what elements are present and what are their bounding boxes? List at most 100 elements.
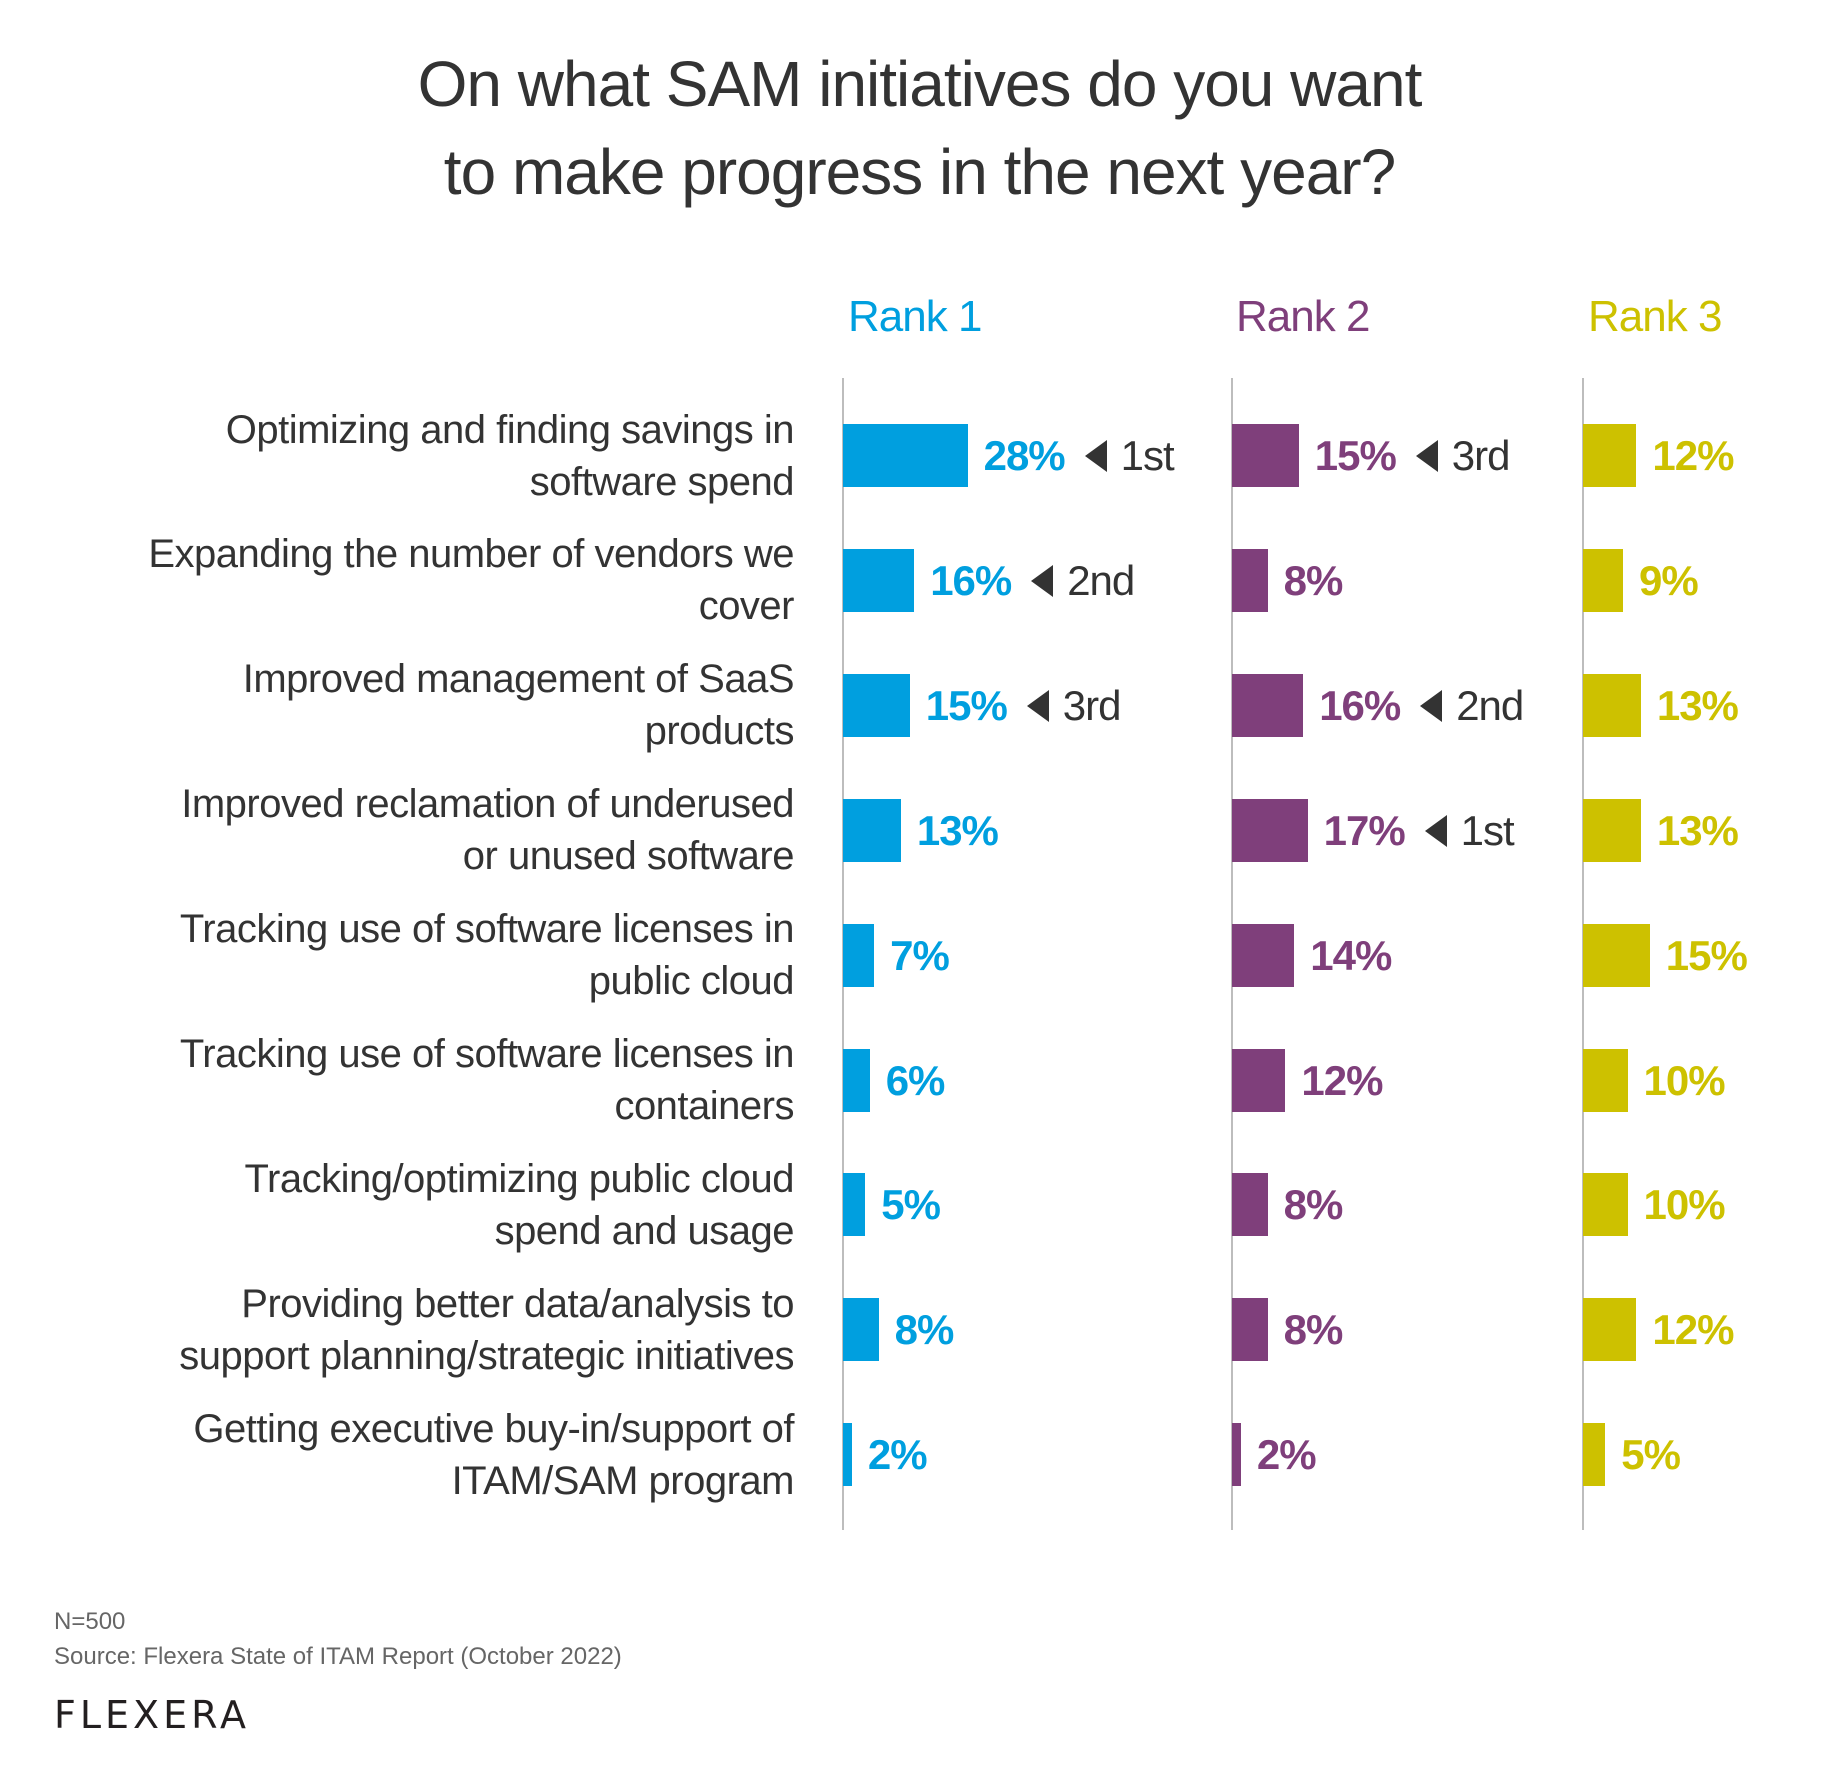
category-label: Tracking use of software licenses in publ… [14, 903, 795, 1007]
data-label-rank-2: 8% [1283, 1181, 1344, 1229]
triangle-left-icon [1424, 814, 1447, 847]
bar-rank-1 [843, 548, 915, 612]
category-label-line: public cloud [588, 959, 795, 1004]
triangle-left-icon [1026, 689, 1049, 722]
data-label-rank-3: 5% [1621, 1431, 1681, 1479]
data-label-rank-2: 12% [1301, 1056, 1383, 1104]
data-label-rank-3: 15% [1665, 931, 1748, 979]
bar-rank-1 [843, 1173, 866, 1237]
series-header-rank-3: Rank 3 [1588, 292, 1722, 341]
data-label-rank-3: 12% [1652, 1306, 1734, 1354]
bar-rank-3 [1583, 1423, 1606, 1487]
rank-annotation-text: 3rd [1062, 681, 1122, 729]
data-label-rank-3: 9% [1639, 556, 1699, 604]
category-label: Providing better data/analysis to support… [14, 1278, 794, 1382]
rank-annotation: 2nd [1031, 549, 1135, 612]
rank-annotation: 2nd [1420, 674, 1524, 737]
category-label-line: Improved management of SaaS [242, 657, 795, 702]
bar-rank-3 [1583, 424, 1637, 487]
rank-annotation: 3rd [1026, 674, 1122, 737]
bar-rank-1 [843, 673, 910, 737]
data-label-rank-1: 2% [867, 1431, 928, 1479]
data-label-rank-2: 16% [1319, 681, 1401, 729]
category-label-line: spend and usage [494, 1208, 795, 1253]
category-label-line: containers [614, 1084, 794, 1128]
rank-annotation: 3rd [1415, 424, 1511, 487]
data-label-rank-2: 2% [1256, 1431, 1317, 1479]
rank-annotation-text: 3rd [1451, 432, 1511, 479]
bar-rank-3 [1583, 1048, 1628, 1112]
rank-annotation-text: 2nd [1456, 681, 1524, 729]
data-label-rank-1: 28% [983, 432, 1066, 479]
category-label: Improved management of SaaS products [14, 653, 795, 757]
category-label-line: Optimizing and finding savings in [225, 407, 795, 452]
rank-annotation-text: 1st [1120, 432, 1175, 479]
category-label-line: or unused software [462, 834, 795, 879]
series-header-rank-1: Rank 1 [848, 292, 982, 341]
data-label-rank-3: 12% [1652, 432, 1734, 479]
bar-rank-3 [1583, 673, 1641, 737]
bar-rank-1 [843, 798, 901, 862]
source-note: Source: Flexera State of ITAM Report (Oc… [54, 1643, 622, 1670]
category-label-line: Expanding the number of vendors we [148, 532, 794, 577]
data-label-rank-1: 16% [930, 556, 1012, 604]
bar-rank-2 [1232, 548, 1268, 612]
category-label-line: products [644, 709, 795, 754]
series-header-rank-2: Rank 2 [1236, 292, 1370, 341]
bar-rank-2 [1232, 673, 1304, 737]
data-label-rank-1: 5% [881, 1181, 941, 1229]
category-label: Optimizing and finding savings in softwar… [14, 404, 795, 508]
data-label-rank-2: 17% [1323, 806, 1406, 854]
category-label: Tracking use of software licenses in cont… [14, 1028, 795, 1132]
category-label: Expanding the number of vendors we cover [14, 528, 794, 632]
chart-title-line-2: to make progress in the next year? [443, 136, 1396, 208]
data-label-rank-3: 13% [1656, 681, 1739, 729]
triangle-left-icon [1420, 689, 1443, 722]
data-label-rank-1: 8% [894, 1306, 955, 1354]
bar-rank-1 [843, 1423, 852, 1487]
rank-annotation: 1st [1424, 799, 1515, 862]
category-label-line: cover [698, 584, 795, 629]
bar-rank-1 [843, 1048, 870, 1112]
category-label-line: Getting executive buy-in/support of [193, 1406, 794, 1451]
bar-rank-2 [1232, 1298, 1268, 1362]
data-label-rank-3: 10% [1643, 1056, 1726, 1104]
bar-rank-3 [1583, 1298, 1637, 1362]
triangle-left-icon [1084, 439, 1107, 472]
category-label-line: Providing better data/analysis to [241, 1281, 794, 1326]
category-label-line: ITAM/SAM program [451, 1458, 795, 1503]
data-label-rank-3: 10% [1643, 1181, 1726, 1229]
data-label-rank-2: 15% [1314, 432, 1397, 479]
category-label-line: Tracking/optimizing public cloud [244, 1156, 795, 1201]
bar-rank-2 [1232, 1423, 1241, 1487]
data-label-rank-2: 8% [1283, 1306, 1344, 1354]
rank-annotation: 1st [1084, 424, 1175, 487]
data-label-rank-1: 15% [925, 681, 1008, 729]
category-label-line: Tracking use of software licenses in [179, 1032, 795, 1076]
category-label: Improved reclamation of underused or unus… [14, 778, 794, 882]
bar-rank-3 [1583, 548, 1624, 612]
data-label-rank-2: 8% [1283, 556, 1344, 604]
bar-rank-2 [1232, 424, 1299, 487]
flexera-logo: FLEXERA [54, 1693, 250, 1737]
triangle-left-icon [1031, 564, 1054, 597]
data-label-rank-3: 13% [1656, 806, 1739, 854]
data-label-rank-1: 13% [916, 806, 999, 854]
sample-size-note: N=500 [54, 1608, 126, 1635]
bar-rank-2 [1232, 798, 1308, 862]
bar-rank-2 [1232, 1048, 1286, 1112]
data-label-rank-1: 7% [890, 931, 950, 979]
bar-rank-3 [1583, 1173, 1628, 1237]
bar-rank-1 [843, 923, 875, 987]
category-label-line: software spend [529, 459, 795, 504]
rank-annotation-text: 1st [1460, 806, 1515, 854]
category-label-line: Improved reclamation of underused [181, 782, 794, 827]
rank-annotation-text: 2nd [1067, 556, 1135, 604]
data-label-rank-2: 14% [1310, 931, 1392, 979]
category-label-line: support planning/strategic initiatives [179, 1333, 794, 1378]
bar-rank-1 [843, 1298, 879, 1362]
category-label: Getting executive buy-in/support of ITAM/… [14, 1403, 794, 1507]
chart-title-line-1: On what SAM initiatives do you want [417, 48, 1423, 120]
category-label: Tracking/optimizing public cloud spend an… [14, 1153, 795, 1257]
bar-rank-3 [1583, 923, 1650, 987]
